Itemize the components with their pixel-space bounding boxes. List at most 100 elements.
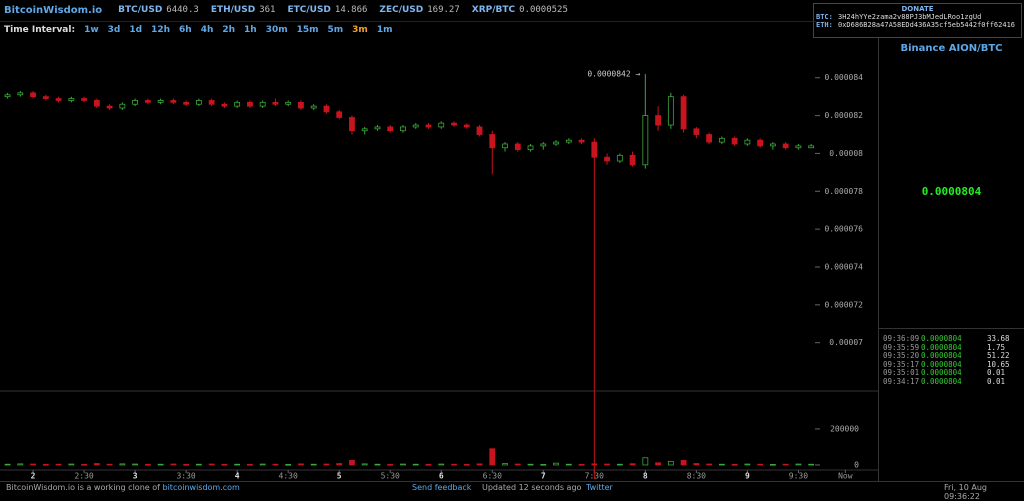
trade-price: 0.0000804 xyxy=(921,351,962,360)
interval[interactable]: 30m xyxy=(265,25,288,35)
candle-body xyxy=(782,143,789,149)
volume-bar xyxy=(706,463,713,466)
volume-bar xyxy=(808,463,815,466)
trade-price: 0.0000804 xyxy=(921,342,962,352)
volume-bar xyxy=(438,463,445,466)
ticker-name[interactable]: ZEC/USD xyxy=(379,5,424,15)
x-tick-label: 2:30 xyxy=(74,472,93,481)
footer-note: BitcoinWisdom.io is a working clone of b… xyxy=(6,483,240,492)
candle-body xyxy=(374,126,381,130)
donate-box: DONATE BTC: 3H24hYYe2zama2v88PJ3bMJedLRoo… xyxy=(813,3,1022,38)
y-tick-label: 0.000076 xyxy=(824,225,863,234)
x-tick-label: 3:30 xyxy=(176,472,195,481)
candle-body xyxy=(616,154,623,162)
candle-body xyxy=(361,128,368,132)
y-tick-label: 0.000072 xyxy=(824,300,863,309)
trade-row: 09:35:59 0.0000804 1.75 xyxy=(879,343,1024,352)
interval[interactable]: 6h xyxy=(179,25,192,35)
candle-body xyxy=(183,101,190,105)
x-tick-label: 8:30 xyxy=(687,472,706,481)
volume-bar xyxy=(323,463,330,466)
candle-body xyxy=(769,143,776,147)
interval[interactable]: 1w xyxy=(84,25,99,35)
y-tick-label: 0.000082 xyxy=(824,111,863,120)
volume-bar xyxy=(310,463,317,466)
volume-bar xyxy=(591,463,598,466)
trade-time: 09:35:20 xyxy=(883,351,920,360)
chart: 0.00007 0.000072 0.000074 0.000076 0.000078 0… xyxy=(0,69,878,481)
interval[interactable]: 1m xyxy=(376,25,393,35)
y-tick-label: 200000 xyxy=(830,424,859,433)
volume-bar xyxy=(132,463,139,466)
trade-amount: 33.68 xyxy=(987,334,1010,343)
interval[interactable]: 3m xyxy=(352,25,368,35)
interval[interactable]: 1d xyxy=(129,25,143,35)
candle-body xyxy=(68,98,75,101)
price-annotation: 0.0000842 → xyxy=(587,69,640,78)
volume-bar xyxy=(170,463,177,466)
interval-label: Time Interval: xyxy=(4,25,76,35)
volume-bar xyxy=(642,457,649,466)
datetime: Fri, 10 Aug 09:36:22 xyxy=(944,483,987,501)
volume-bar xyxy=(757,463,764,466)
candle-body xyxy=(400,126,406,132)
interval[interactable]: 2h xyxy=(222,25,236,35)
ticker: ETH/USD 361 xyxy=(211,5,276,15)
volume-bar xyxy=(565,463,572,466)
candle-body xyxy=(731,137,738,145)
candle-body xyxy=(195,100,202,105)
interval[interactable]: 12h xyxy=(151,25,171,35)
ticker: ZEC/USD 169.27 xyxy=(379,5,459,15)
interval[interactable]: 3d xyxy=(107,25,121,35)
candle-body xyxy=(489,134,496,149)
ticker-name[interactable]: ETH/USD xyxy=(210,5,256,15)
volume-bar xyxy=(451,463,457,466)
interval[interactable]: 1h xyxy=(244,25,257,35)
interval[interactable]: 15m xyxy=(296,25,319,35)
volume-bar xyxy=(234,463,241,466)
candle-body xyxy=(144,100,151,103)
address: 0xD686B28a47A58EDd436A35cf5eb5442f0ff624… xyxy=(838,21,1016,29)
volume-bar xyxy=(795,463,802,466)
candle-body xyxy=(4,94,11,98)
y-tick-label: 0.000078 xyxy=(824,187,863,196)
candle-body xyxy=(208,100,215,105)
interval[interactable]: 5m xyxy=(327,25,344,35)
ticker-name[interactable]: BTC/USD xyxy=(118,5,163,15)
feedback-link[interactable]: Send feedback xyxy=(412,483,472,492)
volume-bar xyxy=(195,463,202,466)
trade-time: 09:34:17 xyxy=(883,376,920,386)
volume-bar xyxy=(298,463,304,466)
volume-bar xyxy=(553,462,559,466)
volume-bar xyxy=(667,460,674,466)
ticker-name[interactable]: ETC/USD xyxy=(287,5,331,15)
trade-time: 09:35:59 xyxy=(883,342,920,352)
twitter-link[interactable]: Twitter xyxy=(586,483,613,492)
volume-bar xyxy=(93,463,100,466)
ticker-value: 14.866 xyxy=(334,5,368,15)
x-tick-label: 4:30 xyxy=(279,472,298,481)
address: 3H24hYYe2zama2v88PJ3bMJedLRoo1zgUd xyxy=(838,13,982,21)
candle-body xyxy=(565,139,572,143)
trade-price: 0.0000804 xyxy=(921,334,962,343)
candle-body xyxy=(272,101,279,105)
volume-bar xyxy=(68,463,75,466)
brand[interactable]: BitcoinWisdom.io xyxy=(4,4,103,16)
candle-body xyxy=(476,126,483,135)
candle-body xyxy=(285,101,292,105)
x-tick-label: 2 xyxy=(31,472,36,481)
candle-body xyxy=(336,111,343,118)
y-tick-label: 0.000084 xyxy=(824,73,863,82)
candle-body xyxy=(234,101,241,107)
interval[interactable]: 4h xyxy=(200,25,214,35)
link[interactable]: bitcoinwisdom.com xyxy=(162,483,240,492)
volume-bar xyxy=(30,463,36,466)
candle-body xyxy=(81,98,87,101)
volume-bar xyxy=(119,463,126,466)
volume-bar xyxy=(285,464,292,466)
volume-bar xyxy=(578,464,585,466)
donate-row: BTC: 3H24hYYe2zama2v88PJ3bMJedLRoo1zgUd xyxy=(814,13,1021,21)
x-tick-label: 9 xyxy=(745,472,750,481)
ticker-name[interactable]: XRP/BTC xyxy=(471,5,516,15)
trade-row: 09:35:01 0.0000804 0.01 xyxy=(879,368,1024,377)
